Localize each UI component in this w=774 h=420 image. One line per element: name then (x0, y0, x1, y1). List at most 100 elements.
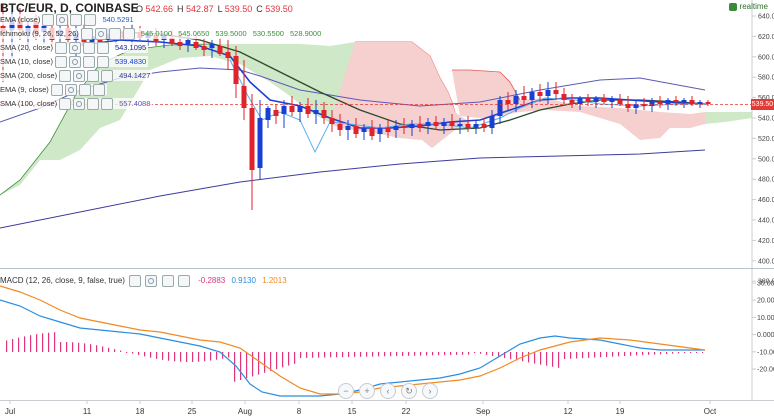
histogram-bar (690, 352, 692, 353)
price-tick-label: 400.00 (758, 258, 774, 265)
macd-tick-label: -20.0000 (757, 367, 774, 374)
histogram-bar (216, 352, 218, 360)
histogram-bar (450, 352, 452, 355)
reset-icon[interactable]: ↻ (401, 383, 417, 399)
symbol-title[interactable]: BTC/EUR, D, COINBASE (0, 1, 139, 15)
candle (561, 88, 567, 104)
macd-pane[interactable]: 30.0000 20.0000 10.0000 0.0000 -10.0000 -20.0… (0, 269, 774, 400)
more-icon[interactable] (101, 70, 114, 83)
settings-icon[interactable] (73, 98, 86, 111)
candle-body (209, 44, 215, 48)
indicator-label: SMA (20, close) (0, 43, 53, 52)
settings-icon[interactable] (68, 56, 81, 69)
histogram-bar (12, 339, 14, 352)
candle-body (577, 98, 583, 104)
ohlc-value: 542.66 (145, 4, 174, 14)
indicator-value: 528.9000 (289, 29, 322, 38)
eye-icon[interactable] (54, 42, 67, 55)
histogram-bar (252, 352, 254, 377)
settings-icon[interactable] (145, 275, 158, 287)
settings-icon[interactable] (56, 14, 69, 27)
histogram-bar (528, 352, 530, 363)
candle (601, 94, 607, 104)
more-icon[interactable] (177, 275, 190, 287)
settings-icon[interactable] (68, 42, 81, 55)
histogram-bar (258, 352, 260, 375)
candle (321, 102, 327, 124)
sma-200-line (0, 149, 706, 229)
indicator-row[interactable]: EMA (close) 540.5291 (0, 14, 136, 27)
back-icon[interactable]: ‹ (380, 383, 396, 399)
settings-icon[interactable] (64, 84, 77, 97)
candle-body (217, 46, 223, 54)
histogram-bar (672, 352, 674, 354)
time-axis[interactable]: Jul 11 18 25 Aug 8 15 22 Sep 12 19 Oct (5, 400, 717, 416)
indicator-row[interactable]: SMA (200, close) 494.1427 (0, 70, 153, 83)
candle-body (473, 124, 479, 128)
candle (313, 100, 319, 124)
macd-label[interactable]: MACD (12, 26, close, 9, false, true) (0, 276, 125, 286)
eye-icon[interactable] (42, 14, 55, 27)
plus-icon[interactable]: + (359, 383, 375, 399)
candle (457, 118, 463, 134)
close-icon[interactable] (70, 14, 83, 27)
close-icon[interactable] (82, 42, 95, 55)
histogram-bar (18, 337, 20, 352)
macd-axis[interactable]: 30.0000 20.0000 10.0000 0.0000 -10.0000 -20.0… (752, 281, 774, 374)
close-icon[interactable] (87, 70, 100, 83)
candle-body (377, 128, 383, 134)
time-tick-label: Oct (704, 407, 717, 416)
candle (377, 124, 383, 142)
histogram-bar (264, 352, 266, 373)
candle-body (673, 100, 679, 102)
more-icon[interactable] (101, 98, 114, 111)
eye-icon[interactable] (80, 28, 93, 41)
close-icon[interactable] (78, 84, 91, 97)
histogram-bar (48, 332, 50, 352)
candle-body (233, 56, 239, 84)
histogram-bar (702, 352, 704, 353)
candle (521, 86, 527, 106)
histogram-bar (102, 346, 104, 352)
time-tick-label: 19 (616, 407, 625, 416)
eye-icon[interactable] (59, 70, 72, 83)
indicator-row[interactable]: Ichimoku (9, 26, 52, 26) 545.0100 545.0650… (0, 28, 324, 41)
eye-icon[interactable] (50, 84, 63, 97)
macd-hist-value: 1.2013 (262, 276, 287, 286)
histogram-bar (330, 352, 332, 358)
eye-icon[interactable] (59, 98, 72, 111)
histogram-bar (210, 352, 212, 361)
close-icon[interactable] (108, 28, 121, 41)
more-icon[interactable] (96, 42, 109, 55)
close-icon[interactable] (161, 275, 174, 287)
price-axis[interactable]: 640.00 620.00 600.00 580.00 560.00 540.00 520.… (752, 14, 774, 286)
more-icon[interactable] (96, 56, 109, 69)
close-icon[interactable] (82, 56, 95, 69)
candle-body (665, 100, 671, 104)
histogram-bar (564, 352, 566, 360)
indicator-row[interactable]: SMA (20, close) 543.1095 (0, 42, 149, 55)
minus-icon[interactable]: − (338, 383, 354, 399)
indicator-row[interactable]: SMA (10, close) 539.4830 (0, 56, 149, 69)
candle-body (369, 128, 375, 136)
eye-icon[interactable] (129, 275, 142, 287)
indicator-row[interactable]: SMA (100, close) 557.4088 (0, 98, 153, 111)
candle-body (649, 102, 655, 106)
histogram-bar (636, 352, 638, 356)
histogram-bar (696, 352, 698, 353)
histogram-bar (30, 335, 32, 352)
more-icon[interactable] (92, 84, 105, 97)
more-icon[interactable] (84, 14, 97, 27)
more-icon[interactable] (122, 28, 135, 41)
settings-icon[interactable] (73, 70, 86, 83)
candle-body (513, 96, 519, 104)
candle (337, 114, 343, 136)
close-icon[interactable] (87, 98, 100, 111)
indicator-row[interactable]: EMA (9, close) (0, 84, 107, 97)
forward-icon[interactable]: › (422, 383, 438, 399)
histogram-bar (432, 352, 434, 356)
eye-icon[interactable] (54, 56, 67, 69)
indicator-value: 539.4830 (114, 57, 147, 66)
candle-body (529, 92, 535, 100)
settings-icon[interactable] (94, 28, 107, 41)
